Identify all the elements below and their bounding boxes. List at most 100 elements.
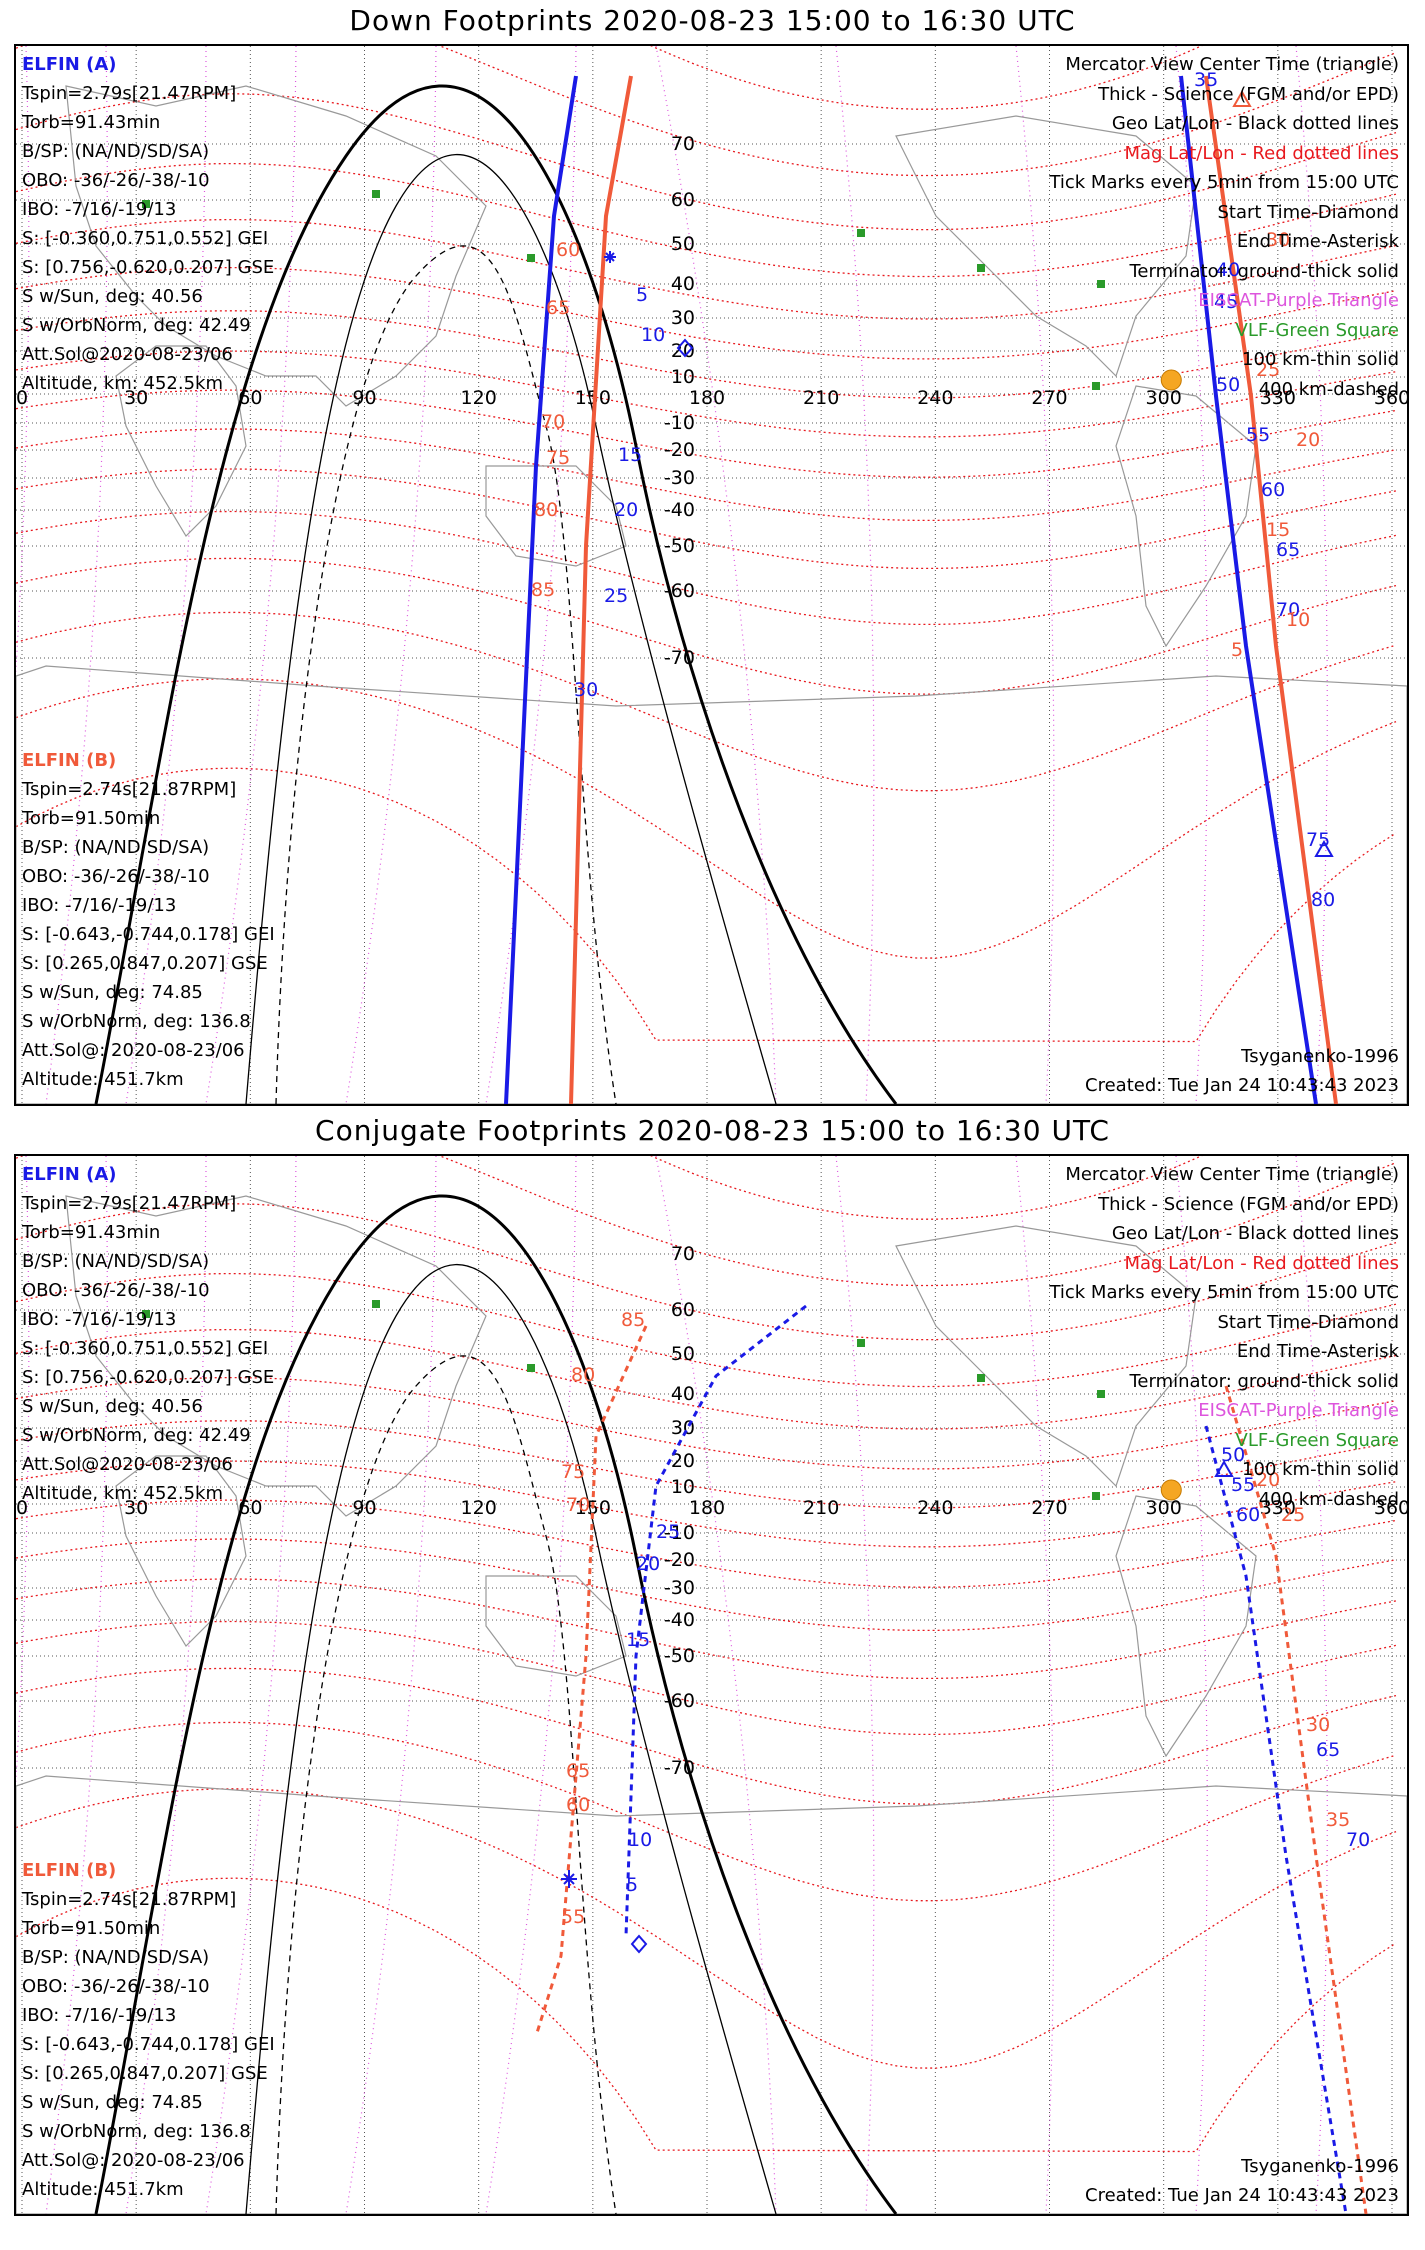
elfin-a-line: IBO: -7/16/-19/13 bbox=[22, 199, 177, 220]
elfin-a-line: S w/OrbNorm, deg: 42.49 bbox=[22, 1425, 251, 1446]
elfin-b-line: Att.Sol@: 2020-08-23/06 bbox=[22, 2150, 245, 2171]
longitude-tick-label: 150 bbox=[575, 387, 611, 409]
latitude-tick-label: -10 bbox=[664, 1522, 695, 1544]
footer-info: Tsyganenko-1996 Created: Tue Jan 24 10:4… bbox=[1085, 1042, 1399, 1100]
legend-item: Terminator: ground-thick solid bbox=[1129, 260, 1399, 282]
elfin-a-time-label: 15 bbox=[618, 444, 642, 466]
elfin-a-line: S w/OrbNorm, deg: 42.49 bbox=[22, 315, 251, 336]
legend-item: Tick Marks every 5min from 15:00 UTC bbox=[1049, 1282, 1399, 1303]
vlf-station-marker bbox=[977, 1374, 985, 1382]
longitude-tick-label: 300 bbox=[1146, 387, 1182, 409]
elfin-b-time-label: 80 bbox=[534, 499, 558, 521]
mag-latitude-line bbox=[16, 1578, 1397, 1680]
elfin-b-line: Att.Sol@: 2020-08-23/06 bbox=[22, 1040, 245, 1061]
legend-item: Start Time-Diamond bbox=[1217, 201, 1399, 223]
model-label: Tsyganenko-1996 bbox=[1241, 1046, 1399, 1067]
mag-longitude-line bbox=[835, 1156, 875, 2214]
vlf-station-marker bbox=[1092, 382, 1100, 390]
coastline bbox=[485, 465, 627, 567]
elfin-a-line: OBO: -36/-26/-38/-10 bbox=[22, 1280, 210, 1301]
created-label: Created: Tue Jan 24 10:43:43 2023 bbox=[1085, 2185, 1399, 2206]
elfin-b-time-label: 5 bbox=[1231, 639, 1243, 661]
latitude-tick-label: -40 bbox=[664, 1609, 695, 1631]
legend-item: Geo Lat/Lon - Black dotted lines bbox=[1111, 113, 1399, 134]
mag-longitude-line bbox=[655, 1156, 777, 2214]
vlf-station-marker bbox=[527, 254, 535, 262]
latitude-tick-label: -50 bbox=[664, 535, 695, 557]
elfin-b-line: OBO: -36/-26/-38/-10 bbox=[22, 1976, 210, 1997]
elfin-a-time-label: 5 bbox=[636, 284, 648, 306]
mag-latitude-line bbox=[16, 389, 1397, 478]
longitude-tick-label: 360 bbox=[1374, 1497, 1407, 1519]
latitude-tick-label: -60 bbox=[664, 1690, 695, 1712]
elfin-a-time-label: 15 bbox=[626, 1629, 650, 1651]
vlf-station-marker bbox=[372, 1300, 380, 1308]
center-triangle-icon bbox=[1314, 839, 1334, 857]
elfin-b-line: Altitude: 451.7km bbox=[22, 2179, 184, 2200]
coastline bbox=[895, 115, 1197, 378]
elfin-b-time-label: 10 bbox=[1286, 609, 1310, 631]
elfin-a-line: Tspin=2.79s[21.47RPM] bbox=[22, 83, 237, 104]
elfin-b-line: S w/OrbNorm, deg: 136.8 bbox=[22, 1011, 251, 1032]
latitude-tick-label: -50 bbox=[664, 1645, 695, 1667]
elfin-b-line: Tspin=2.74s[21.87RPM] bbox=[22, 1889, 237, 1910]
elfin-a-line: Tspin=2.79s[21.47RPM] bbox=[22, 1193, 237, 1214]
longitude-tick-label: 330 bbox=[1260, 387, 1296, 409]
elfin-a-time-label: 60 bbox=[1236, 1504, 1260, 1526]
coastline bbox=[65, 1195, 487, 1517]
legend-item: Mag Lat/Lon - Red dotted lines bbox=[1124, 1252, 1399, 1274]
mag-longitude-line bbox=[345, 1156, 437, 2214]
longitude-tick-label: 360 bbox=[1374, 387, 1407, 409]
longitude-tick-label: 210 bbox=[803, 387, 839, 409]
coastline bbox=[115, 1455, 247, 1647]
elfin-b-time-label: 70 bbox=[566, 1494, 590, 1516]
elfin-b-line: Altitude: 451.7km bbox=[22, 1069, 184, 1090]
terminator-ground bbox=[94, 1194, 898, 2214]
elfin-b-time-label: 85 bbox=[621, 1309, 645, 1331]
elfin-b-time-label: 55 bbox=[561, 1906, 585, 1928]
elfin-b-time-label: 15 bbox=[1266, 519, 1290, 541]
elfin-a-title: ELFIN (A) bbox=[22, 54, 117, 75]
latitude-tick-label: -60 bbox=[664, 580, 695, 602]
latitude-tick-label: 70 bbox=[671, 133, 695, 155]
elfin-b-title: ELFIN (B) bbox=[22, 1860, 117, 1881]
elfin-b-time-label: 25 bbox=[1256, 359, 1280, 381]
sun-icon bbox=[1160, 369, 1182, 391]
elfin-b-time-label: 35 bbox=[1326, 1809, 1350, 1831]
legend-item: 400 km-dashed bbox=[1258, 378, 1399, 400]
mag-longitude-line bbox=[1295, 1156, 1328, 2214]
latitude-tick-label: -40 bbox=[664, 499, 695, 521]
mag-longitude-line bbox=[1015, 46, 1055, 1104]
longitude-tick-label: 240 bbox=[917, 1497, 953, 1519]
legend-item: End Time-Asterisk bbox=[1236, 231, 1399, 252]
mag-latitude-line bbox=[16, 350, 1397, 438]
elfin-b-line: S: [0.265,0.847,0.207] GSE bbox=[22, 2063, 268, 2084]
mag-latitude-line bbox=[16, 468, 1397, 570]
longitude-tick-label: 300 bbox=[1146, 1497, 1182, 1519]
mag-latitude-line bbox=[16, 428, 1397, 522]
elfin-b-line: Torb=91.50min bbox=[22, 1918, 161, 1939]
mag-latitude-line bbox=[16, 557, 1397, 695]
latitude-tick-label: 30 bbox=[671, 307, 695, 329]
elfin-a-time-label: 70 bbox=[1346, 1829, 1370, 1851]
mercator-map: 0 30 60 90 120 150 180 210 240 270 300 330 360 70 60 50… bbox=[16, 46, 1407, 1104]
legend-item: Thick - Science (FGM and/or EPD) bbox=[1098, 1193, 1399, 1215]
vlf-station-marker bbox=[372, 190, 380, 198]
elfin-a-line: Altitude, km: 452.5km bbox=[22, 1483, 224, 1504]
coastline bbox=[65, 85, 487, 407]
terminator-ground bbox=[94, 84, 898, 1104]
elfin-a-line: OBO: -36/-26/-38/-10 bbox=[22, 170, 210, 191]
start-diamond-icon bbox=[630, 1934, 648, 1954]
mag-longitude-line bbox=[125, 46, 207, 1104]
mag-latitude-line bbox=[16, 510, 1397, 626]
longitude-tick-label: 0 bbox=[16, 387, 28, 409]
elfin-b-track bbox=[1224, 1385, 1368, 2214]
elfin-a-time-label: 35 bbox=[1194, 69, 1218, 91]
legend-item: 400 km-dashed bbox=[1258, 1488, 1399, 1510]
latitude-tick-label: -10 bbox=[664, 412, 695, 434]
elfin-a-line: Torb=91.43min bbox=[22, 112, 161, 133]
elfin-b-time-label: 80 bbox=[571, 1364, 595, 1386]
mag-longitude-line bbox=[1175, 46, 1208, 1104]
conjugate-footprints-panel: Conjugate Footprints 2020-08-23 15:00 to… bbox=[0, 1110, 1425, 2235]
elfin-b-line: S w/OrbNorm, deg: 136.8 bbox=[22, 2121, 251, 2142]
